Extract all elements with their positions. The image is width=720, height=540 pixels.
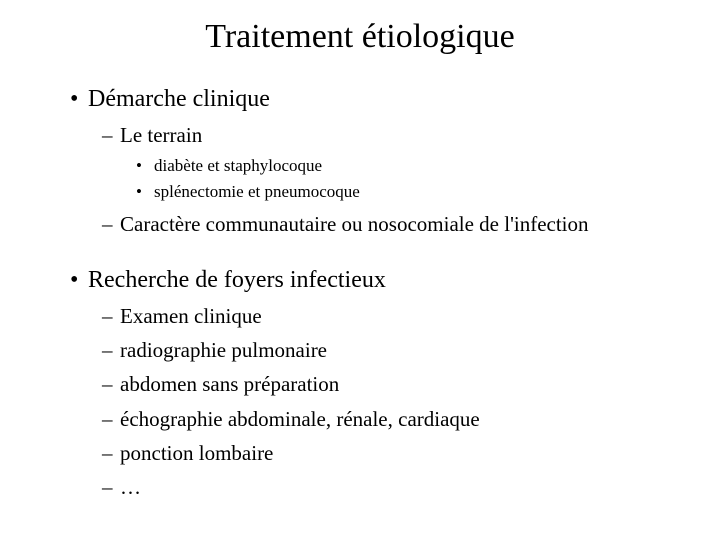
bullet-dot-icon: [70, 267, 88, 294]
list-item: ponction lombaire: [102, 439, 680, 467]
bullet-dash-icon: [102, 439, 120, 467]
list-item: Recherche de foyers infectieux Examen cl…: [70, 267, 680, 502]
bullet-dash-icon: [102, 121, 120, 149]
list-item: …: [102, 473, 680, 501]
list-item: diabète et staphylocoque: [136, 155, 680, 178]
list-item: Examen clinique: [102, 302, 680, 330]
list-item: Le terrain diabète et staphylocoque splé…: [102, 121, 680, 204]
item-label: Caractère communautaire ou nosocomiale d…: [120, 212, 589, 236]
item-label: échographie abdominale, rénale, cardiaqu…: [120, 407, 480, 431]
bullet-dot-icon: [136, 155, 154, 178]
list-item: splénectomie et pneumocoque: [136, 181, 680, 204]
list-item: abdomen sans préparation: [102, 370, 680, 398]
outline-list: Démarche clinique Le terrain diabète et …: [40, 86, 680, 502]
item-label: abdomen sans préparation: [120, 372, 339, 396]
bullet-dash-icon: [102, 302, 120, 330]
slide-title: Traitement étiologique: [40, 18, 680, 56]
list-item: radiographie pulmonaire: [102, 336, 680, 364]
item-label: …: [120, 475, 141, 499]
item-label: ponction lombaire: [120, 441, 273, 465]
bullet-dash-icon: [102, 336, 120, 364]
item-label: Démarche clinique: [88, 86, 270, 112]
bullet-dot-icon: [70, 86, 88, 113]
bullet-dash-icon: [102, 370, 120, 398]
item-label: Le terrain: [120, 123, 202, 147]
item-label: splénectomie et pneumocoque: [154, 182, 360, 201]
item-label: Examen clinique: [120, 304, 262, 328]
list-item: Caractère communautaire ou nosocomiale d…: [102, 210, 680, 238]
bullet-dash-icon: [102, 473, 120, 501]
bullet-dot-icon: [136, 181, 154, 204]
item-label: radiographie pulmonaire: [120, 338, 327, 362]
item-label: diabète et staphylocoque: [154, 156, 322, 175]
list-item: Démarche clinique Le terrain diabète et …: [70, 86, 680, 239]
item-label: Recherche de foyers infectieux: [88, 267, 386, 293]
bullet-dash-icon: [102, 405, 120, 433]
bullet-dash-icon: [102, 210, 120, 238]
list-item: échographie abdominale, rénale, cardiaqu…: [102, 405, 680, 433]
